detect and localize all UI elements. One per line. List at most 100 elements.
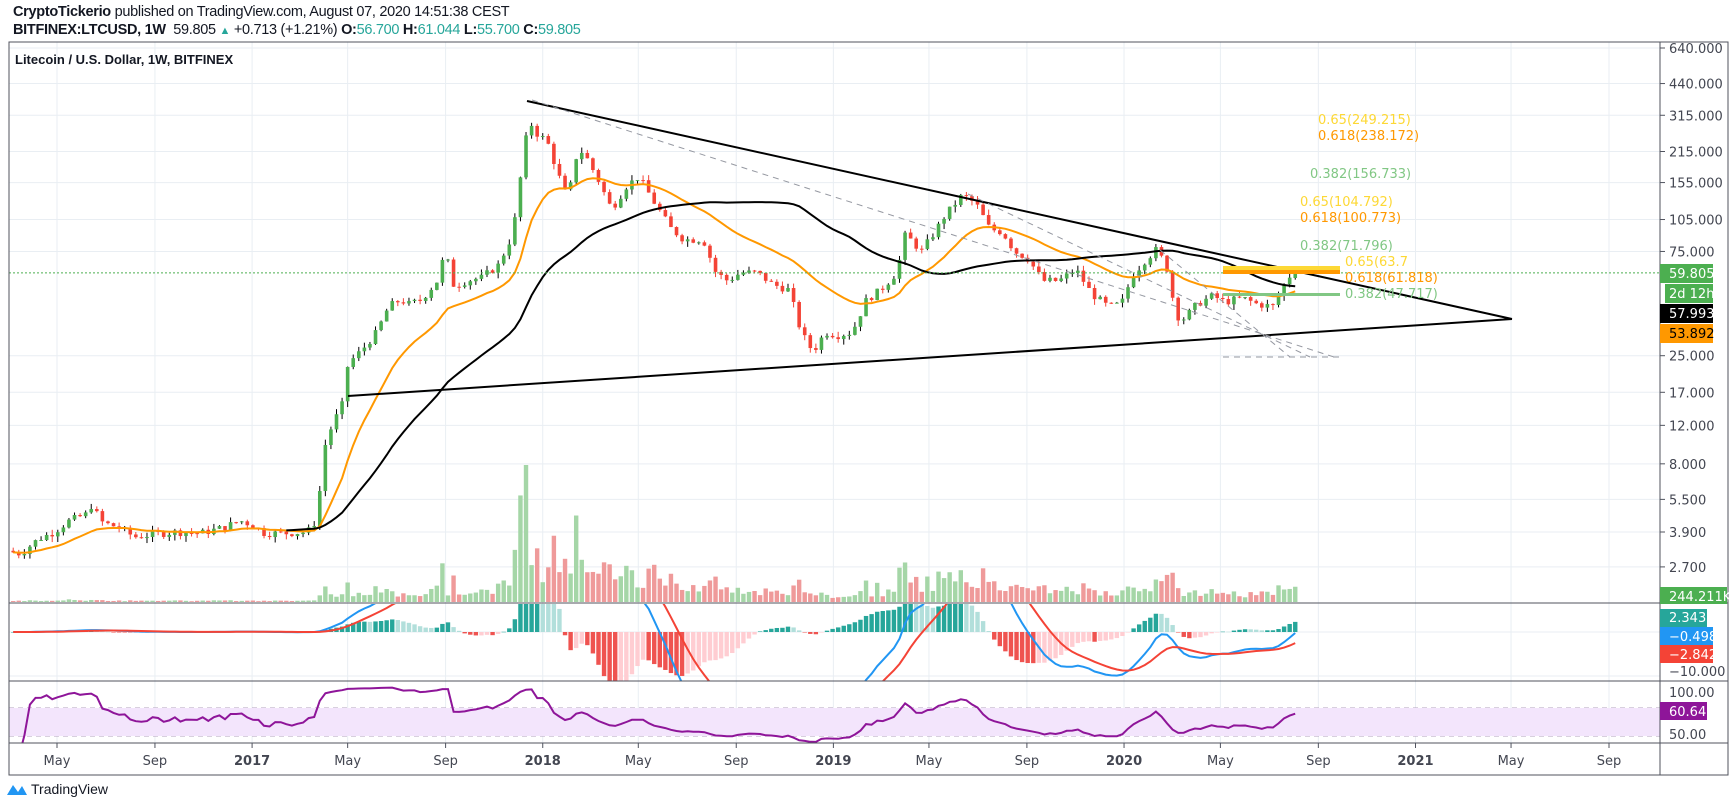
svg-text:244.211K: 244.211K <box>1669 590 1732 605</box>
volume-bar <box>1181 595 1186 602</box>
countdown-tag: 2d 12h <box>1665 284 1714 303</box>
candle <box>1170 270 1175 302</box>
macd-histogram-bar <box>992 632 997 640</box>
candle-body <box>1276 295 1281 305</box>
macd-histogram-bar <box>958 604 964 632</box>
volume-bar <box>618 576 623 602</box>
macd-histogram-bar <box>1175 632 1181 633</box>
candle-body <box>1048 277 1052 281</box>
candle-body <box>189 532 194 534</box>
candle-body <box>919 248 924 250</box>
macd-histogram-bar <box>1008 632 1014 657</box>
macd-histogram-bar <box>629 632 635 675</box>
macd-histogram-bar <box>546 604 551 632</box>
volume-bar <box>936 571 941 602</box>
author-name[interactable]: CryptoTickerio <box>13 4 111 20</box>
candle <box>880 285 885 294</box>
candle-body <box>1209 293 1214 299</box>
candle-body <box>1220 298 1225 300</box>
macd-histogram-bar <box>886 610 891 632</box>
volume-bar <box>55 600 60 602</box>
candle-body <box>557 163 562 176</box>
candle-body <box>28 546 32 555</box>
volume-bar <box>624 565 629 602</box>
candle-body <box>964 195 969 197</box>
rsi-pane <box>21 686 1296 743</box>
macd-histogram-bar <box>1226 631 1231 633</box>
candle-body <box>708 245 712 258</box>
candle-body <box>864 298 868 317</box>
volume-bar <box>440 563 445 602</box>
volume-bar <box>172 600 178 602</box>
candle <box>134 532 138 539</box>
volume-bar <box>395 596 401 602</box>
candle-body <box>301 532 305 535</box>
close-value: 59.805 <box>537 22 581 38</box>
candle-body <box>858 316 863 327</box>
candle <box>931 233 935 242</box>
price-tick-label: 12.000 <box>1669 419 1715 434</box>
drawings[interactable] <box>347 99 1513 397</box>
macd-histogram-bar <box>624 632 629 681</box>
macd-histogram-bar <box>1170 625 1175 632</box>
volume-bar <box>44 600 49 602</box>
volume-bar <box>122 601 127 602</box>
candle-body <box>975 200 980 205</box>
tradingview-logo[interactable]: TradingView <box>6 781 108 797</box>
volume-bar <box>1170 572 1175 602</box>
volume-bar <box>27 600 33 602</box>
candle-body <box>908 232 913 239</box>
candle <box>652 189 657 205</box>
price-axis[interactable]: 640.000 440.000 315.000 215.000 155.000 105.0… <box>1660 42 1723 576</box>
volume-bar <box>267 601 272 602</box>
candle-body <box>1142 264 1147 271</box>
candle-body <box>702 242 707 246</box>
macd-histogram-bar <box>1265 630 1270 632</box>
publish-date: published on TradingView.com, August 07,… <box>114 4 510 20</box>
macd-histogram-bar <box>679 632 685 676</box>
time-tick-label: Sep <box>1597 754 1622 769</box>
price-tick-label: 315.000 <box>1669 109 1723 124</box>
macd-histogram-bar <box>674 632 679 676</box>
macd-histogram-bar <box>696 632 702 667</box>
candle-body <box>1003 234 1008 239</box>
candle-body <box>1187 309 1192 320</box>
volume-bar <box>674 583 679 602</box>
dashed-trendline <box>531 99 1335 358</box>
macd-histogram-bar <box>1064 632 1069 651</box>
macd-histogram-bar <box>841 625 846 632</box>
candle <box>373 326 378 345</box>
volume-bar <box>992 581 997 602</box>
candle <box>1009 237 1013 252</box>
candle-body <box>1215 293 1220 299</box>
candle-body <box>568 182 573 190</box>
candle-body <box>262 528 266 536</box>
macd-histogram-bar <box>1003 632 1008 652</box>
volume-bar <box>663 585 668 602</box>
volume-bar <box>1114 595 1120 602</box>
fib-level-0618 <box>1223 270 1340 274</box>
volume-bar <box>484 589 490 602</box>
candle-body <box>540 136 545 138</box>
candle <box>641 175 645 185</box>
macd-histogram-bar <box>462 632 467 634</box>
time-axis[interactable]: May Sep 2017 May Sep 2018 May Sep 2019 May Sep 2020… <box>44 743 1622 769</box>
candle-body <box>657 203 662 211</box>
macd-histogram-bar <box>345 624 350 632</box>
volume-bar <box>211 600 217 602</box>
candle <box>368 341 372 351</box>
candle <box>39 536 43 542</box>
macd-histogram-bar <box>1081 632 1086 642</box>
candle-body <box>33 540 38 547</box>
candle <box>1154 243 1158 262</box>
macd-histogram-bar <box>852 622 858 632</box>
volume-bar <box>161 600 166 602</box>
candle-body <box>791 288 796 302</box>
macd-histogram-bar <box>1254 629 1259 632</box>
macd-histogram-bar <box>1025 632 1030 664</box>
candle-body <box>1137 270 1141 278</box>
macd-histogram-bar <box>518 604 523 632</box>
candle-body <box>546 136 551 144</box>
candle-body <box>267 535 272 538</box>
